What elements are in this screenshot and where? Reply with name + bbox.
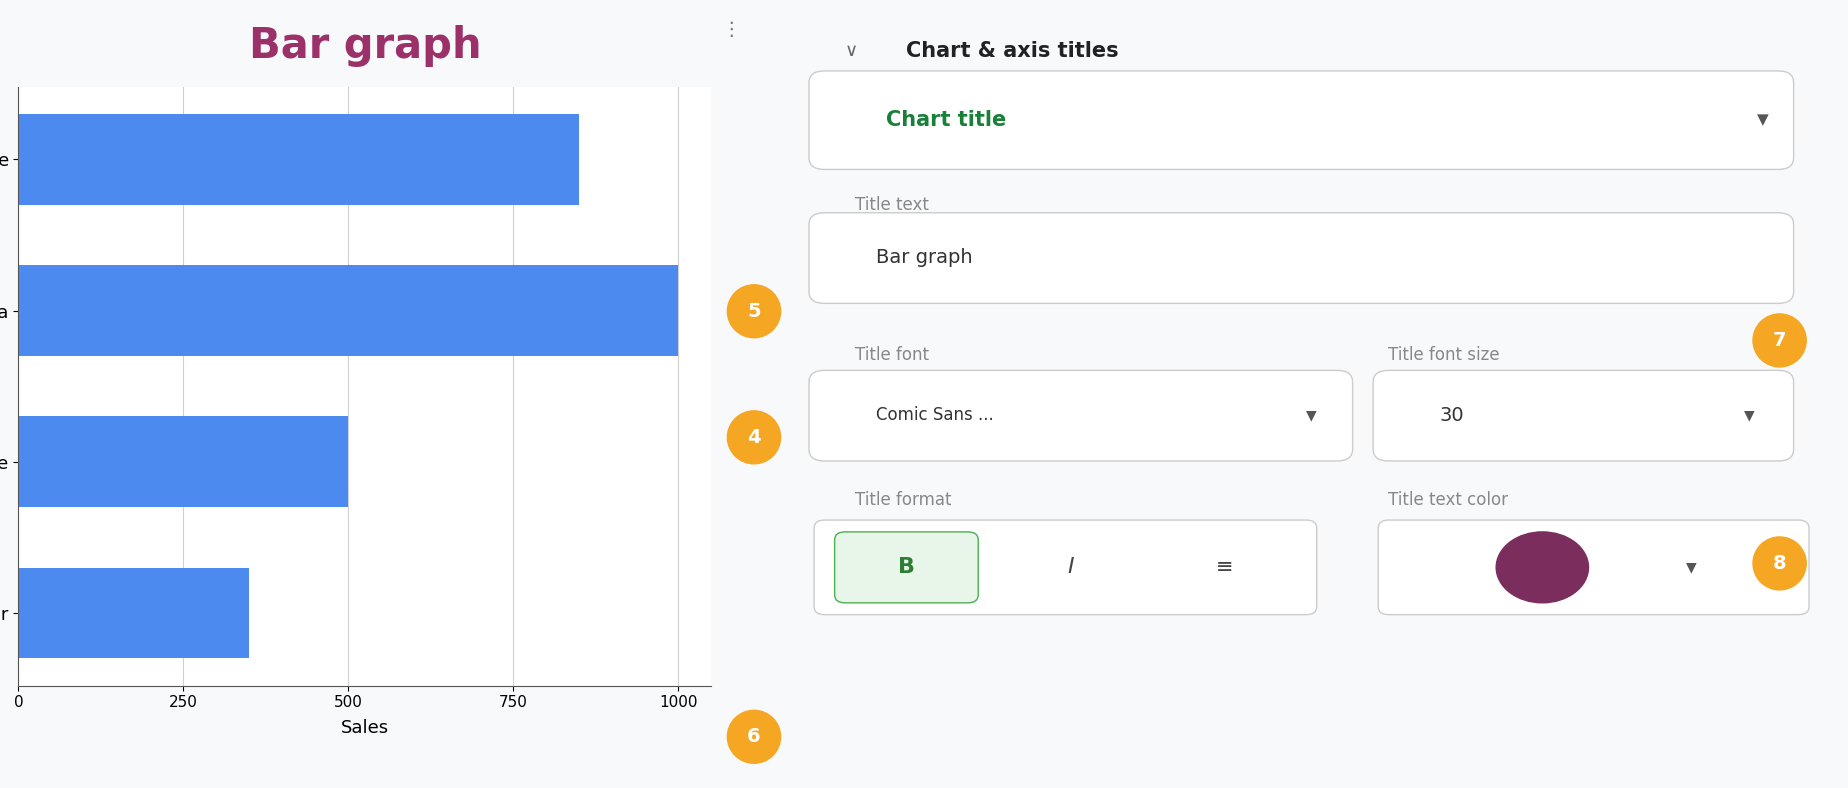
FancyBboxPatch shape: [809, 71, 1794, 169]
FancyBboxPatch shape: [835, 532, 978, 603]
Text: ∨: ∨: [845, 43, 857, 60]
Text: Bar graph: Bar graph: [876, 248, 972, 267]
Text: 8: 8: [1772, 554, 1787, 573]
Text: Title format: Title format: [856, 492, 952, 509]
Circle shape: [728, 411, 780, 464]
FancyBboxPatch shape: [1379, 520, 1809, 615]
Bar: [18, 567, 249, 658]
Text: Chart title: Chart title: [885, 110, 1005, 130]
X-axis label: Sales: Sales: [340, 719, 390, 737]
Text: Chart & axis titles: Chart & axis titles: [906, 41, 1120, 61]
Text: ▼: ▼: [1745, 408, 1756, 422]
Bar: [18, 265, 678, 356]
FancyBboxPatch shape: [809, 213, 1794, 303]
Circle shape: [1754, 314, 1805, 367]
Text: 4: 4: [747, 428, 761, 447]
Text: 5: 5: [747, 302, 761, 321]
Text: 30: 30: [1440, 406, 1464, 425]
Text: Title text color: Title text color: [1388, 492, 1508, 509]
Circle shape: [728, 710, 780, 764]
FancyBboxPatch shape: [815, 520, 1316, 615]
Text: I: I: [1068, 557, 1074, 578]
Text: ▼: ▼: [1757, 112, 1769, 128]
Circle shape: [1497, 532, 1589, 603]
Text: ≡: ≡: [1216, 557, 1233, 578]
Text: Title text: Title text: [856, 196, 930, 214]
Text: Bar graph: Bar graph: [249, 24, 480, 67]
Text: Title font: Title font: [856, 346, 930, 363]
Text: Title font size: Title font size: [1388, 346, 1501, 363]
Text: ▼: ▼: [1307, 408, 1318, 422]
Text: Comic Sans ...: Comic Sans ...: [876, 407, 994, 424]
Text: ▼: ▼: [1685, 560, 1696, 574]
Text: 6: 6: [747, 727, 761, 746]
Text: ⋮: ⋮: [721, 20, 741, 39]
Bar: [18, 114, 580, 205]
Text: 7: 7: [1772, 331, 1787, 350]
Circle shape: [1754, 537, 1805, 590]
Text: B: B: [898, 557, 915, 578]
Circle shape: [728, 284, 780, 338]
Bar: [18, 416, 349, 507]
FancyBboxPatch shape: [809, 370, 1353, 461]
FancyBboxPatch shape: [1373, 370, 1794, 461]
